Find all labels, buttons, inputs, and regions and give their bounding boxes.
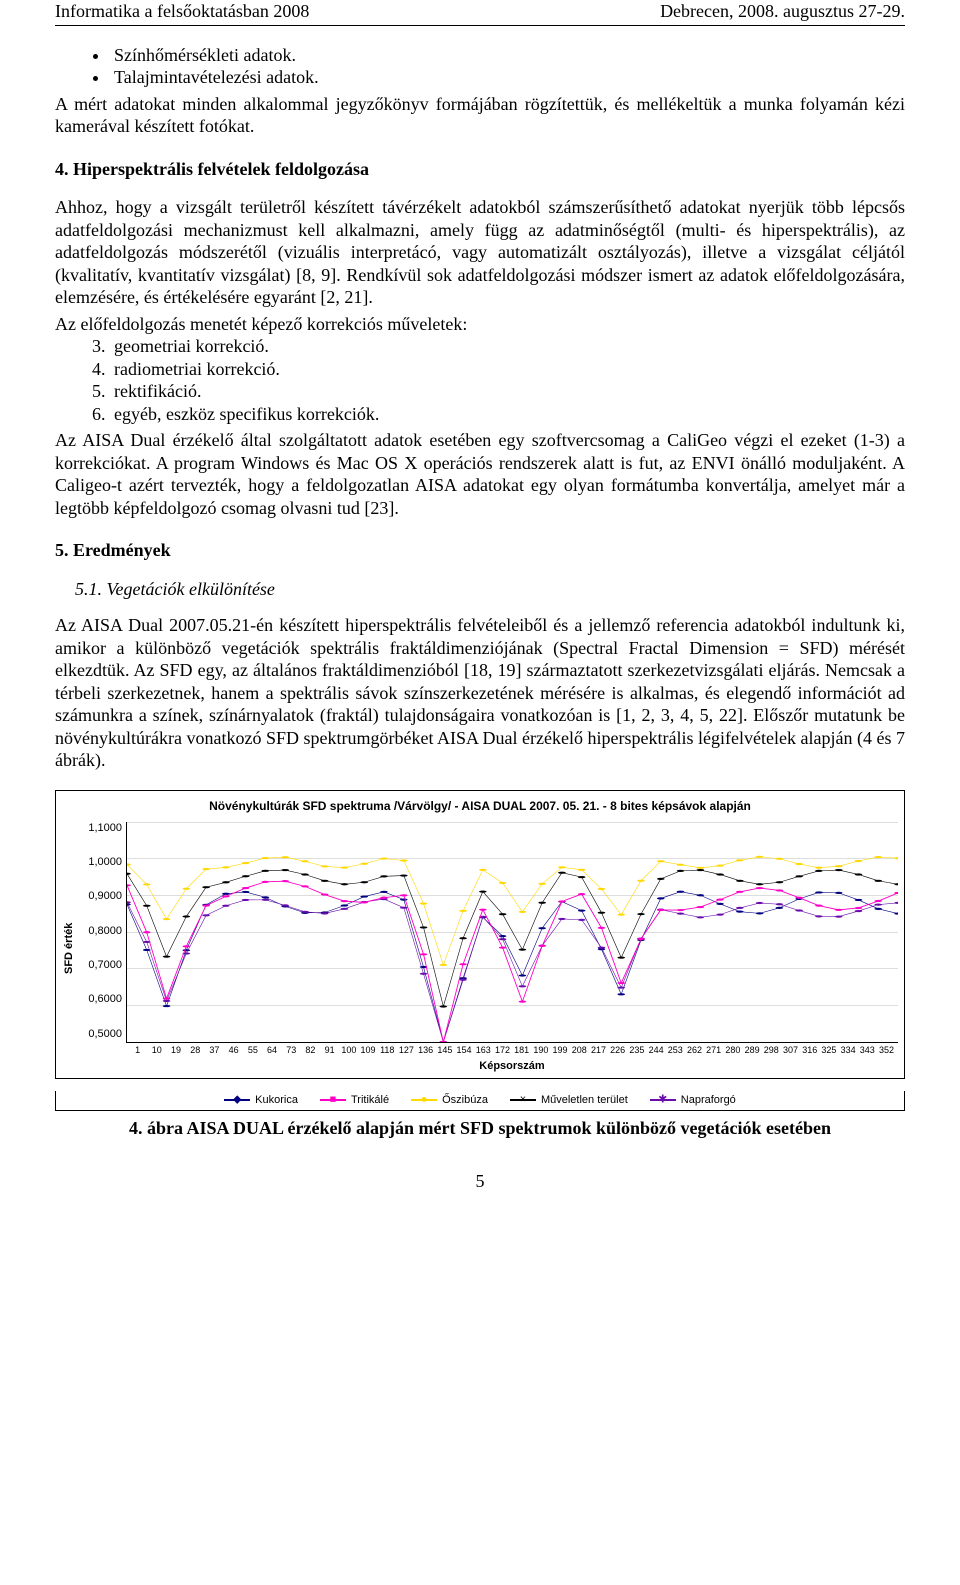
header-right: Debrecen, 2008. augusztus 27-29. <box>660 0 905 23</box>
x-tick: 199 <box>550 1045 569 1056</box>
series-line <box>127 856 898 964</box>
series-line <box>127 891 898 1041</box>
legend-item: ✱Napraforgó <box>650 1094 736 1108</box>
legend-item: ×Műveletlen terület <box>510 1094 628 1108</box>
x-tick: 64 <box>262 1045 281 1056</box>
x-tick: 91 <box>320 1045 339 1056</box>
list-item: rektifikáció. <box>110 380 905 403</box>
series-line <box>127 899 898 1042</box>
chart-title: Növénykultúrák SFD spektruma /Várvölgy/ … <box>62 799 898 814</box>
chart-x-axis-label: Képsorszám <box>126 1060 898 1074</box>
x-tick: 352 <box>877 1045 896 1056</box>
section-4-line2: Az előfeldolgozás menetét képező korrekc… <box>55 313 905 336</box>
x-tick: 109 <box>358 1045 377 1056</box>
x-tick: 181 <box>512 1045 531 1056</box>
y-tick: 1,1000 <box>88 822 122 836</box>
x-tick: 280 <box>723 1045 742 1056</box>
legend-label: Napraforgó <box>681 1094 736 1108</box>
x-tick: 73 <box>282 1045 301 1056</box>
legend-label: Kukorica <box>255 1094 298 1108</box>
x-tick: 325 <box>819 1045 838 1056</box>
section-4-para1: Ahhoz, hogy a vizsgált területről készít… <box>55 196 905 309</box>
x-tick: 28 <box>186 1045 205 1056</box>
legend-item: ●Őszibúza <box>411 1094 488 1108</box>
x-tick: 307 <box>781 1045 800 1056</box>
y-tick: 0,8000 <box>88 925 122 939</box>
section-4-title: 4. Hiperspektrális felvételek feldolgozá… <box>55 158 905 181</box>
x-tick: 253 <box>666 1045 685 1056</box>
x-tick: 208 <box>570 1045 589 1056</box>
legend-item: ◆Kukorica <box>224 1094 298 1108</box>
x-tick: 145 <box>435 1045 454 1056</box>
legend-item: ■Tritikálé <box>320 1094 389 1108</box>
x-tick: 244 <box>646 1045 665 1056</box>
chart-y-ticks: 1,1000 1,0000 0,9000 0,8000 0,7000 0,600… <box>78 822 126 1042</box>
x-tick: 226 <box>608 1045 627 1056</box>
chart-y-axis-label: SFD érték <box>62 822 78 1074</box>
chart-plot-area <box>126 822 898 1043</box>
legend-label: Őszibúza <box>442 1094 488 1108</box>
x-tick: 316 <box>800 1045 819 1056</box>
y-tick: 1,0000 <box>88 856 122 870</box>
y-tick: 0,5000 <box>88 1028 122 1042</box>
subsection-5-1-title: 5.1. Vegetációk elkülönítése <box>75 578 905 601</box>
list-item: egyéb, eszköz specifikus korrekciók. <box>110 403 905 426</box>
x-tick: 82 <box>301 1045 320 1056</box>
section-5-title: 5. Eredmények <box>55 539 905 562</box>
section-4-para2: Az AISA Dual érzékelő által szolgáltatot… <box>55 429 905 519</box>
x-tick: 19 <box>166 1045 185 1056</box>
x-tick: 172 <box>493 1045 512 1056</box>
figure-4-caption: 4. ábra AISA DUAL érzékelő alapján mért … <box>55 1117 905 1140</box>
header-left: Informatika a felsőoktatásban 2008 <box>55 0 309 23</box>
bullet-item: Talajmintavételezési adatok. <box>110 66 905 89</box>
x-tick: 334 <box>839 1045 858 1056</box>
x-tick: 127 <box>397 1045 416 1056</box>
sfd-chart: Növénykultúrák SFD spektruma /Várvölgy/ … <box>55 790 905 1079</box>
x-tick: 46 <box>224 1045 243 1056</box>
correction-list: geometriai korrekció. radiometriai korre… <box>55 335 905 425</box>
x-tick: 217 <box>589 1045 608 1056</box>
page-number: 5 <box>55 1170 905 1193</box>
x-tick: 136 <box>416 1045 435 1056</box>
bullet-item: Színhőmérsékleti adatok. <box>110 44 905 67</box>
x-tick: 118 <box>378 1045 397 1056</box>
y-tick: 0,6000 <box>88 993 122 1007</box>
list-item: radiometriai korrekció. <box>110 358 905 381</box>
x-tick: 343 <box>858 1045 877 1056</box>
x-tick: 190 <box>531 1045 550 1056</box>
chart-lines <box>127 822 898 1042</box>
para-after-bullets: A mért adatokat minden alkalommal jegyző… <box>55 93 905 138</box>
x-tick: 100 <box>339 1045 358 1056</box>
chart-legend: ◆Kukorica ■Tritikálé ●Őszibúza ×Műveletlen … <box>55 1091 905 1112</box>
legend-label: Tritikálé <box>351 1094 389 1108</box>
x-tick: 235 <box>627 1045 646 1056</box>
x-tick: 154 <box>454 1045 473 1056</box>
x-tick: 262 <box>685 1045 704 1056</box>
x-tick: 55 <box>243 1045 262 1056</box>
section-5-para: Az AISA Dual 2007.05.21-én készített hip… <box>55 614 905 772</box>
intro-bullets: Színhőmérsékleti adatok. Talajmintavétel… <box>55 44 905 89</box>
x-tick: 37 <box>205 1045 224 1056</box>
x-tick: 10 <box>147 1045 166 1056</box>
chart-x-ticks: 1101928374655647382911001091181271361451… <box>126 1045 898 1056</box>
y-tick: 0,9000 <box>88 890 122 904</box>
page-header: Informatika a felsőoktatásban 2008 Debre… <box>55 0 905 26</box>
x-tick: 289 <box>743 1045 762 1056</box>
x-tick: 1 <box>128 1045 147 1056</box>
y-tick: 0,7000 <box>88 959 122 973</box>
list-item: geometriai korrekció. <box>110 335 905 358</box>
x-tick: 298 <box>762 1045 781 1056</box>
x-tick: 163 <box>474 1045 493 1056</box>
x-tick: 271 <box>704 1045 723 1056</box>
legend-label: Műveletlen terület <box>541 1094 628 1108</box>
